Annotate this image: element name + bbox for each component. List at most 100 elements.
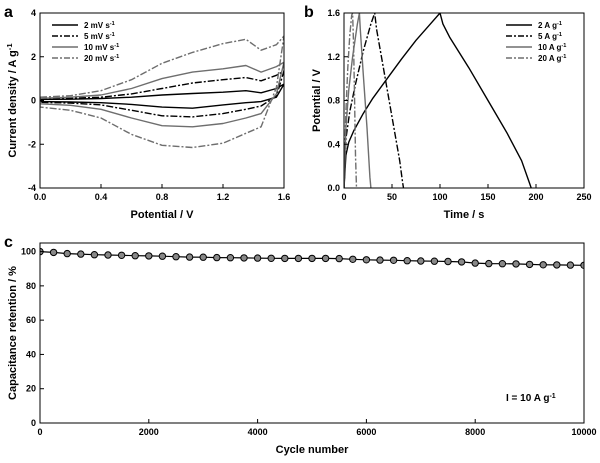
x-axis-title-b: Time / s — [444, 209, 485, 221]
x-tick-label: 0.8 — [156, 192, 169, 202]
plot-area-b — [344, 13, 532, 188]
data-point — [90, 251, 99, 259]
legend-label: 5 mV s-1 — [84, 32, 115, 41]
data-point — [566, 261, 575, 269]
legend-label: 10 A g-1 — [538, 43, 566, 52]
x-tick-label: 200 — [528, 192, 543, 202]
data-point — [485, 259, 493, 268]
x-tick-label: 150 — [480, 192, 495, 202]
data-point — [498, 260, 507, 268]
y-axis-title-c: Capacitance retention / % — [7, 266, 19, 400]
series-line-a-0 — [40, 83, 284, 109]
annotation-current: I = 10 A g-1 — [506, 393, 556, 405]
plot-area-c — [40, 247, 584, 269]
data-point — [77, 250, 85, 258]
x-tick-label: 0 — [341, 192, 346, 202]
data-point — [117, 251, 126, 260]
x-tick-label: 1.2 — [217, 192, 230, 202]
x-tick-label: 6000 — [356, 427, 376, 437]
data-point — [321, 254, 330, 263]
data-point — [308, 254, 316, 263]
y-tick-label: 40 — [26, 349, 36, 359]
data-point — [145, 252, 153, 260]
y-tick-label: 20 — [26, 384, 36, 394]
x-tick-label: 100 — [432, 192, 447, 202]
x-tick-label: 250 — [576, 192, 591, 202]
data-point — [403, 257, 411, 265]
panel-b: b 0 50 100 150 200 250 0.0 0.4 0.8 1.2 1.6 Time / s P… — [304, 4, 592, 221]
x-axis-title-c: Cycle number — [276, 444, 349, 456]
y-tick-label: 1.6 — [327, 8, 340, 18]
legend-b: 2 A g-1 5 A g-1 10 A g-1 20 A g-1 — [506, 21, 566, 63]
y-tick-label: 0 — [31, 418, 36, 428]
x-tick-label: 4000 — [248, 427, 268, 437]
series-line-a-1 — [40, 70, 284, 118]
x-tick-label: 1.6 — [278, 192, 291, 202]
data-point — [512, 260, 520, 268]
data-point — [213, 253, 221, 262]
data-point — [389, 256, 398, 264]
data-point — [281, 254, 289, 263]
data-point — [417, 257, 425, 265]
data-point — [104, 251, 112, 259]
data-point — [158, 252, 167, 260]
data-point — [471, 259, 479, 267]
data-point — [49, 248, 58, 257]
series-line-b-0 — [344, 13, 532, 188]
legend-label: 10 mV s-1 — [84, 43, 119, 52]
series-line-b-2 — [344, 13, 372, 188]
y-tick-label: -4 — [28, 183, 36, 193]
panel-a: a 0.0 0.4 0.8 1.2 1.6 -4 -2 0 2 4 Potential / V Curr… — [4, 4, 290, 221]
y-tick-label: 0.8 — [327, 96, 340, 106]
y-tick-label: 1.2 — [327, 52, 340, 62]
axes-frame-a — [39, 12, 285, 189]
legend-label: 2 A g-1 — [538, 21, 562, 30]
y-tick-label: 100 — [21, 247, 36, 257]
data-point — [267, 254, 275, 262]
data-point — [63, 249, 71, 258]
x-axis-title-a: Potential / V — [131, 209, 195, 221]
data-point — [376, 256, 384, 264]
y-axis-title-b: Potential / V — [311, 68, 323, 132]
data-point — [199, 253, 207, 261]
series-line-b-3 — [344, 13, 358, 188]
y-tick-label: 0.4 — [327, 139, 340, 149]
data-point — [362, 256, 371, 264]
y-tick-label: 60 — [26, 315, 36, 325]
data-point — [444, 257, 452, 266]
series-line-a-2 — [40, 61, 284, 128]
y-tick-label: 2 — [31, 52, 36, 62]
x-tick-label: 50 — [387, 192, 397, 202]
legend-a: 2 mV s-1 5 mV s-1 10 mV s-1 20 mV s-1 — [52, 21, 119, 63]
x-tick-label: 2000 — [139, 427, 159, 437]
data-point — [553, 261, 561, 269]
data-point — [185, 253, 194, 261]
x-tick-label: 0.4 — [95, 192, 108, 202]
series-line-a-3 — [40, 35, 284, 149]
data-point — [172, 253, 180, 261]
series-line-b-1 — [344, 13, 405, 188]
y-tick-label: 4 — [31, 8, 36, 18]
panel-letter-a: a — [4, 4, 13, 21]
data-point — [539, 261, 547, 269]
data-point — [457, 258, 466, 266]
data-point — [240, 254, 248, 262]
data-point — [335, 254, 343, 263]
y-tick-label: 80 — [26, 281, 36, 291]
legend-label: 20 A g-1 — [538, 54, 566, 63]
panel-c: c 0 2000 4000 6000 8000 10000 0 20 40 60 80 100 Cycle… — [4, 234, 597, 456]
panel-letter-c: c — [4, 234, 13, 251]
data-point — [294, 254, 303, 263]
x-tick-label: 0.0 — [34, 192, 47, 202]
data-point — [430, 257, 439, 265]
data-point — [131, 252, 139, 260]
data-point — [226, 254, 235, 262]
legend-label: 2 mV s-1 — [84, 21, 115, 30]
x-tick-label: 0 — [37, 427, 42, 437]
y-axis-title-a: Current density / A g-1 — [5, 43, 20, 158]
x-tick-label: 10000 — [571, 427, 596, 437]
panel-letter-b: b — [304, 4, 314, 21]
y-tick-label: 0 — [31, 96, 36, 106]
data-point — [349, 255, 357, 263]
